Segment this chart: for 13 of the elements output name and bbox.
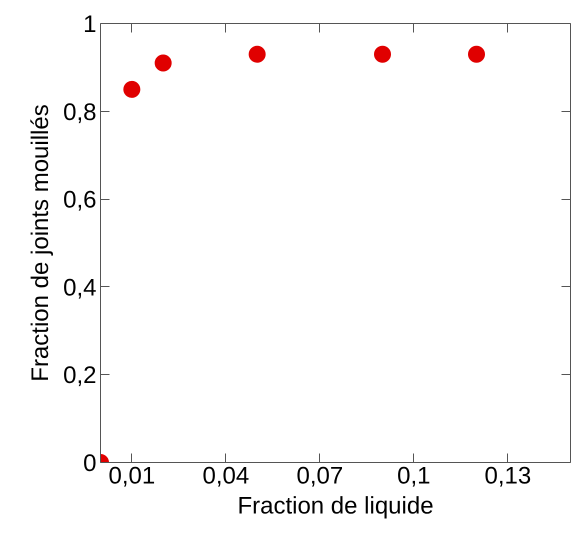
y-tick-label: 0,2	[63, 362, 97, 390]
y-tick-label: 1	[83, 11, 97, 38]
x-tick-label: 0,13	[484, 462, 532, 490]
y-tick-label: 0,4	[63, 274, 97, 302]
x-tick-label: 0,01	[108, 462, 156, 490]
y-tick-label: 0,6	[63, 186, 97, 214]
x-axis-title: Fraction de liquide	[237, 492, 434, 520]
y-tick-label: 0	[83, 450, 97, 477]
x-tick-label: 0,04	[202, 462, 250, 490]
x-tick-label: 0,07	[296, 462, 344, 490]
y-tick-label: 0,8	[63, 98, 97, 126]
x-tick-label: 0,1	[397, 462, 431, 490]
y-axis-title: Fraction de joints mouillés	[27, 104, 54, 382]
